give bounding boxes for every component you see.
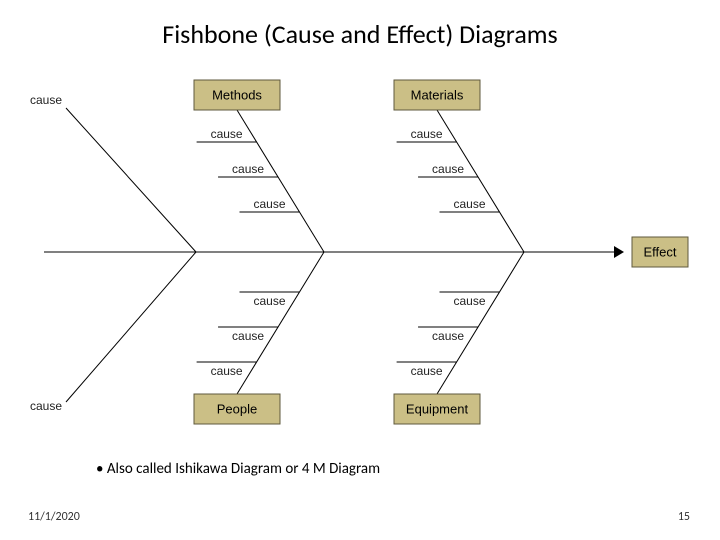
svg-text:cause: cause <box>232 162 264 176</box>
svg-text:Materials: Materials <box>411 87 464 102</box>
svg-text:People: People <box>217 401 257 416</box>
bullet-text: Also called Ishikawa Diagram or 4 M Diag… <box>96 460 380 478</box>
svg-text:cause: cause <box>253 294 285 308</box>
svg-text:Methods: Methods <box>212 87 262 102</box>
footer-page: 15 <box>678 510 690 524</box>
svg-text:cause: cause <box>211 127 243 141</box>
svg-text:cause: cause <box>30 399 62 413</box>
svg-text:cause: cause <box>253 197 285 211</box>
page-title: Fishbone (Cause and Effect) Diagrams <box>0 18 720 50</box>
svg-text:Equipment: Equipment <box>406 401 469 416</box>
svg-text:cause: cause <box>30 93 62 107</box>
svg-text:cause: cause <box>211 364 243 378</box>
svg-text:cause: cause <box>432 162 464 176</box>
svg-text:cause: cause <box>432 329 464 343</box>
footer-date: 11/1/2020 <box>28 510 80 524</box>
fishbone-diagram: Effect cause cause Methods cause cause cause Ma… <box>24 72 696 432</box>
svg-text:cause: cause <box>411 364 443 378</box>
svg-text:cause: cause <box>453 197 485 211</box>
svg-text:cause: cause <box>411 127 443 141</box>
svg-text:Effect: Effect <box>643 244 676 259</box>
svg-text:cause: cause <box>232 329 264 343</box>
svg-text:cause: cause <box>453 294 485 308</box>
